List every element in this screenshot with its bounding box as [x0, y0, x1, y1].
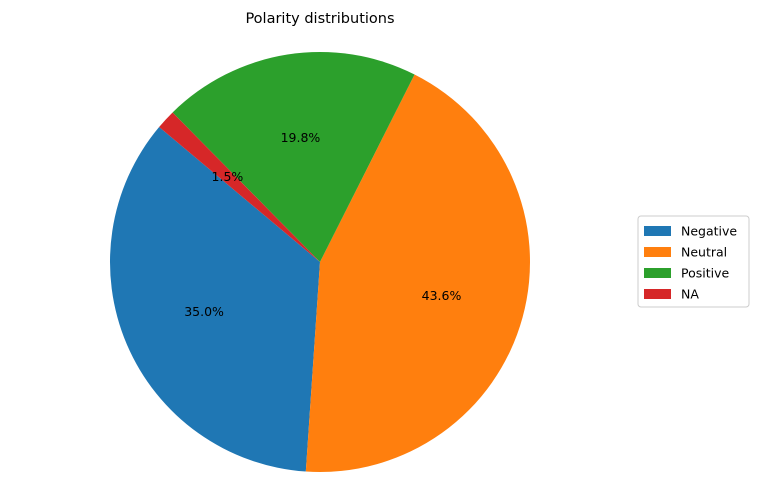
pie-slice-positive	[172, 52, 415, 263]
legend-swatch-na	[644, 289, 671, 299]
legend-frame	[637, 215, 750, 308]
legend-swatch-positive	[644, 268, 671, 278]
legend: Negative Neutral Positive NA	[637, 215, 750, 308]
legend-swatch-negative	[644, 226, 671, 236]
legend-label-na: NA	[681, 287, 699, 302]
slice-label-neutral: 43.6%	[422, 288, 462, 303]
chart-title: Polarity distributions	[245, 11, 394, 27]
slice-label-positive: 19.8%	[281, 130, 321, 145]
pie-slice-labels: 35.0% 43.6% 19.8% 1.5%	[184, 130, 461, 319]
pie-slice-na	[159, 112, 320, 262]
slice-label-na: 1.5%	[212, 169, 244, 184]
pie-slice-neutral	[305, 74, 531, 473]
legend-swatch-neutral	[644, 247, 671, 257]
legend-label-positive: Positive	[681, 266, 729, 281]
pie-slice-negative	[109, 127, 321, 472]
pie-slices	[109, 52, 531, 473]
slice-label-negative: 35.0%	[184, 304, 224, 319]
legend-label-neutral: Neutral	[681, 245, 727, 260]
legend-label-negative: Negative	[681, 224, 737, 239]
